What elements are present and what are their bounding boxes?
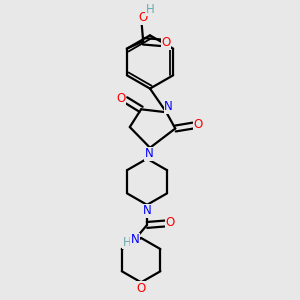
Text: O: O — [116, 92, 125, 105]
Text: N: N — [145, 147, 154, 160]
Text: O: O — [166, 216, 175, 230]
Text: N: N — [143, 204, 152, 217]
Text: O: O — [139, 11, 148, 24]
Text: N: N — [131, 233, 140, 246]
Text: N: N — [164, 100, 173, 113]
Text: O: O — [193, 118, 203, 131]
Text: O: O — [136, 282, 146, 295]
Text: H: H — [123, 236, 131, 249]
Text: O: O — [161, 36, 170, 49]
Text: H: H — [146, 3, 154, 16]
